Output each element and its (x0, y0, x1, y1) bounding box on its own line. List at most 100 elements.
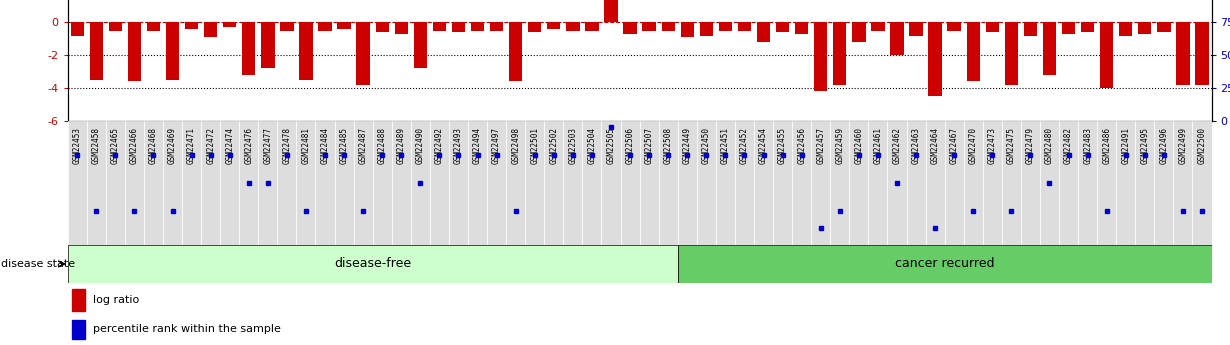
Bar (73, 320, 85, 339)
Bar (200, 121, 220, 245)
Text: GSM22492: GSM22492 (435, 127, 444, 164)
Text: GSM22485: GSM22485 (339, 127, 348, 164)
Text: disease-free: disease-free (335, 257, 411, 270)
Bar (449, 121, 467, 245)
Text: GSM22451: GSM22451 (721, 127, 729, 164)
Bar (852, 22, 866, 42)
Bar (1081, 22, 1095, 32)
Bar (964, 121, 983, 245)
Text: GSM22484: GSM22484 (321, 127, 330, 164)
Text: GSM22452: GSM22452 (740, 127, 749, 164)
Bar (106, 121, 125, 245)
Bar (319, 22, 332, 31)
Bar (1138, 22, 1151, 34)
Text: GSM22473: GSM22473 (988, 127, 996, 164)
Text: GSM22479: GSM22479 (1026, 127, 1034, 164)
Bar (985, 22, 999, 32)
Bar (772, 121, 792, 245)
Bar (509, 22, 523, 81)
Bar (792, 121, 812, 245)
Bar (871, 22, 884, 31)
Bar (907, 121, 925, 245)
Bar (833, 22, 846, 85)
Bar (812, 121, 830, 245)
Bar (604, 0, 617, 22)
Bar (1157, 22, 1171, 32)
Bar (620, 121, 640, 245)
Bar (525, 121, 544, 245)
Bar (70, 22, 84, 36)
Text: GSM22478: GSM22478 (283, 127, 292, 164)
Bar (716, 121, 734, 245)
Bar (296, 121, 315, 245)
Text: log ratio: log ratio (93, 295, 140, 305)
Text: GSM22495: GSM22495 (1140, 127, 1149, 164)
Bar (357, 22, 370, 85)
Text: GSM22469: GSM22469 (169, 127, 177, 164)
Bar (983, 121, 1001, 245)
Bar (696, 121, 716, 245)
Bar (433, 22, 446, 31)
Bar (451, 22, 465, 32)
Bar (947, 22, 961, 31)
Text: GSM22496: GSM22496 (1160, 127, 1168, 164)
Text: GSM22494: GSM22494 (474, 127, 482, 164)
Bar (891, 22, 904, 55)
Text: GSM22465: GSM22465 (111, 127, 119, 164)
Bar (280, 22, 294, 31)
Text: GSM22477: GSM22477 (263, 127, 272, 164)
Bar (507, 121, 525, 245)
Bar (849, 121, 868, 245)
Bar (1043, 22, 1057, 75)
Bar (718, 22, 732, 31)
Bar (1135, 121, 1154, 245)
Text: GSM22506: GSM22506 (626, 127, 635, 164)
Text: GSM22490: GSM22490 (416, 127, 424, 164)
Text: GSM22486: GSM22486 (1102, 127, 1111, 164)
Bar (223, 22, 236, 27)
Bar (373, 121, 391, 245)
Text: GSM22450: GSM22450 (702, 127, 711, 164)
Bar (547, 22, 561, 29)
Bar (1192, 121, 1212, 245)
Bar (544, 121, 563, 245)
Bar (1117, 121, 1135, 245)
Text: GSM22505: GSM22505 (606, 127, 615, 164)
Bar (220, 121, 239, 245)
Bar (278, 121, 296, 245)
Bar (528, 22, 541, 32)
Text: GSM22454: GSM22454 (759, 127, 768, 164)
Bar (585, 22, 599, 31)
Text: GSM22481: GSM22481 (301, 127, 310, 164)
Text: GSM22507: GSM22507 (645, 127, 653, 164)
Text: GSM22471: GSM22471 (187, 127, 196, 164)
Bar (1077, 121, 1097, 245)
Text: GSM22491: GSM22491 (1122, 127, 1130, 164)
Text: GSM22497: GSM22497 (492, 127, 501, 164)
Bar (395, 22, 408, 34)
Bar (929, 22, 942, 96)
Bar (73, 289, 85, 311)
Bar (430, 121, 449, 245)
Bar (1039, 121, 1059, 245)
Bar (659, 121, 678, 245)
Text: GSM22489: GSM22489 (397, 127, 406, 164)
Bar (411, 121, 429, 245)
Bar (678, 121, 696, 245)
Text: GSM22508: GSM22508 (664, 127, 673, 164)
Bar (68, 245, 678, 283)
Bar (299, 22, 312, 80)
Bar (640, 121, 659, 245)
Text: GSM22457: GSM22457 (817, 127, 825, 164)
Bar (354, 121, 373, 245)
Bar (814, 22, 828, 91)
Bar (601, 121, 620, 245)
Text: GSM22472: GSM22472 (207, 127, 215, 164)
Text: GSM22499: GSM22499 (1178, 127, 1187, 164)
Bar (734, 121, 754, 245)
Bar (1059, 121, 1077, 245)
Bar (925, 121, 945, 245)
Text: GSM22456: GSM22456 (797, 127, 806, 164)
Text: GSM22453: GSM22453 (73, 127, 81, 164)
Text: GSM22483: GSM22483 (1084, 127, 1092, 164)
